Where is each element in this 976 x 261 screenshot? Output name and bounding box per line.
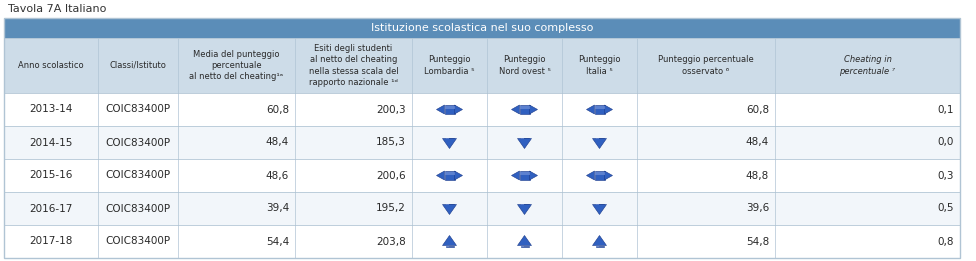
Polygon shape <box>444 171 455 180</box>
Polygon shape <box>594 171 604 180</box>
Polygon shape <box>444 105 455 114</box>
Polygon shape <box>595 138 603 139</box>
Polygon shape <box>511 171 519 180</box>
Polygon shape <box>519 105 530 114</box>
Polygon shape <box>455 105 463 114</box>
Text: 0,0: 0,0 <box>938 138 954 147</box>
Polygon shape <box>520 138 528 139</box>
Text: 39,4: 39,4 <box>265 204 289 213</box>
Text: Media del punteggio
percentuale
al netto del cheating¹ᵃ: Media del punteggio percentuale al netto… <box>189 50 284 81</box>
Text: 2013-14: 2013-14 <box>29 104 72 115</box>
Polygon shape <box>519 171 530 180</box>
Text: 195,2: 195,2 <box>376 204 406 213</box>
Text: 0,3: 0,3 <box>938 170 954 181</box>
Polygon shape <box>445 204 454 205</box>
Polygon shape <box>604 105 613 114</box>
Polygon shape <box>594 172 604 175</box>
Polygon shape <box>517 235 532 246</box>
Text: Tavola 7A Italiano: Tavola 7A Italiano <box>8 4 106 14</box>
Text: 48,8: 48,8 <box>746 170 769 181</box>
Bar <box>4 126 960 159</box>
Polygon shape <box>530 105 538 114</box>
Polygon shape <box>595 138 599 139</box>
Text: Esiti degli studenti
al netto del cheating
nella stessa scala del
rapporto nazio: Esiti degli studenti al netto del cheati… <box>308 44 398 87</box>
Polygon shape <box>442 139 457 149</box>
Bar <box>4 225 960 258</box>
Text: 39,6: 39,6 <box>746 204 769 213</box>
Polygon shape <box>604 171 613 180</box>
Polygon shape <box>436 171 444 180</box>
Bar <box>4 0 960 18</box>
Text: Istituzione scolastica nel suo complesso: Istituzione scolastica nel suo complesso <box>371 23 593 33</box>
Polygon shape <box>519 106 530 109</box>
Polygon shape <box>594 106 604 109</box>
Text: 60,8: 60,8 <box>265 104 289 115</box>
Polygon shape <box>592 235 606 246</box>
Polygon shape <box>517 139 532 149</box>
Text: 2014-15: 2014-15 <box>29 138 72 147</box>
Text: 203,8: 203,8 <box>377 236 406 246</box>
Text: 48,4: 48,4 <box>265 138 289 147</box>
Text: 200,3: 200,3 <box>377 104 406 115</box>
Text: 54,8: 54,8 <box>746 236 769 246</box>
Polygon shape <box>444 172 455 175</box>
Polygon shape <box>530 171 538 180</box>
Polygon shape <box>445 138 454 139</box>
Text: Punteggio
Nord ovest ⁵: Punteggio Nord ovest ⁵ <box>499 55 550 75</box>
Text: 60,8: 60,8 <box>746 104 769 115</box>
Text: Anno scolastico: Anno scolastico <box>19 61 84 70</box>
Polygon shape <box>442 235 457 246</box>
Polygon shape <box>587 171 594 180</box>
Polygon shape <box>519 172 530 175</box>
Text: COIC83400P: COIC83400P <box>105 204 171 213</box>
Text: 200,6: 200,6 <box>377 170 406 181</box>
Polygon shape <box>444 106 455 109</box>
Text: Cheating in
percentuale ⁷: Cheating in percentuale ⁷ <box>839 55 896 75</box>
Polygon shape <box>592 139 606 149</box>
Polygon shape <box>520 138 524 139</box>
Text: 0,1: 0,1 <box>938 104 954 115</box>
Text: 2017-18: 2017-18 <box>29 236 72 246</box>
Text: COIC83400P: COIC83400P <box>105 236 171 246</box>
Bar <box>4 18 960 38</box>
Polygon shape <box>520 204 524 205</box>
Text: 185,3: 185,3 <box>376 138 406 147</box>
Text: 2015-16: 2015-16 <box>29 170 72 181</box>
Text: 54,4: 54,4 <box>265 236 289 246</box>
Polygon shape <box>511 105 519 114</box>
Text: 2016-17: 2016-17 <box>29 204 72 213</box>
Text: COIC83400P: COIC83400P <box>105 138 171 147</box>
Text: Punteggio
Lombardia ⁵: Punteggio Lombardia ⁵ <box>425 55 474 75</box>
Text: 48,6: 48,6 <box>265 170 289 181</box>
Text: COIC83400P: COIC83400P <box>105 104 171 115</box>
Polygon shape <box>594 105 604 114</box>
Polygon shape <box>455 171 463 180</box>
Text: 0,8: 0,8 <box>938 236 954 246</box>
Polygon shape <box>520 204 528 205</box>
Bar <box>4 38 960 93</box>
Text: 48,4: 48,4 <box>746 138 769 147</box>
Text: Punteggio
Italia ⁵: Punteggio Italia ⁵ <box>578 55 621 75</box>
Polygon shape <box>445 138 449 139</box>
Polygon shape <box>445 204 449 205</box>
Text: 0,5: 0,5 <box>938 204 954 213</box>
Text: COIC83400P: COIC83400P <box>105 170 171 181</box>
Text: Classi/Istituto: Classi/Istituto <box>109 61 167 70</box>
Bar <box>4 93 960 126</box>
Polygon shape <box>436 105 444 114</box>
Bar <box>4 159 960 192</box>
Polygon shape <box>595 204 603 205</box>
Polygon shape <box>595 204 599 205</box>
Text: Punteggio percentuale
osservato ⁶: Punteggio percentuale osservato ⁶ <box>658 55 753 75</box>
Polygon shape <box>517 205 532 215</box>
Polygon shape <box>592 205 606 215</box>
Polygon shape <box>442 205 457 215</box>
Polygon shape <box>587 105 594 114</box>
Bar <box>4 192 960 225</box>
